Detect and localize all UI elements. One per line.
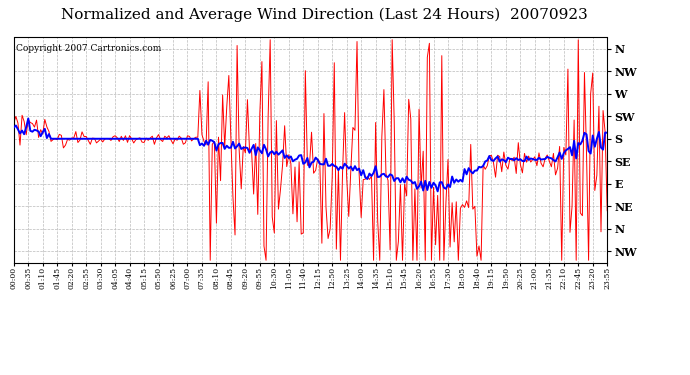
Text: Copyright 2007 Cartronics.com: Copyright 2007 Cartronics.com bbox=[16, 44, 161, 53]
Text: Normalized and Average Wind Direction (Last 24 Hours)  20070923: Normalized and Average Wind Direction (L… bbox=[61, 8, 588, 22]
